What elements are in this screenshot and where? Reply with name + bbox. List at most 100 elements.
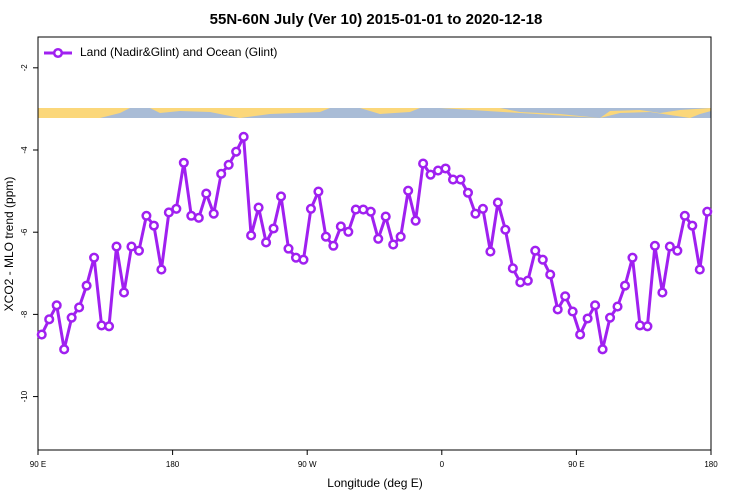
data-point: [335, 221, 346, 232]
data-point: [470, 208, 481, 219]
data-point: [657, 287, 668, 298]
data-point: [238, 131, 249, 142]
data-point: [395, 231, 406, 242]
data-point: [103, 321, 115, 332]
data-point: [545, 269, 556, 280]
x-tick-label: 180: [166, 460, 180, 469]
data-point: [418, 158, 429, 169]
data-point: [283, 243, 294, 254]
data-point: [507, 263, 518, 274]
data-point: [582, 313, 593, 324]
data-point: [560, 291, 571, 302]
data-point: [193, 212, 204, 223]
data-point: [455, 174, 466, 185]
x-axis-label: Longitude (deg E): [327, 476, 422, 490]
data-point: [320, 231, 331, 242]
data-point: [477, 203, 488, 214]
data-point: [485, 246, 496, 257]
data-point: [231, 146, 242, 157]
x-tick-label: 90 E: [568, 460, 584, 469]
data-point: [537, 254, 548, 265]
plot-frame: [37, 36, 712, 451]
data-point: [118, 287, 130, 298]
data-point: [575, 329, 586, 340]
data-point: [522, 275, 533, 286]
data-point: [373, 233, 384, 244]
y-tick-label: -8: [20, 310, 29, 318]
data-point: [702, 206, 713, 217]
data-point: [388, 239, 399, 250]
chart-title: 55N-60N July (Ver 10) 2015-01-01 to 2020…: [210, 11, 543, 28]
data-point: [530, 245, 541, 256]
data-point: [664, 241, 675, 252]
data-point: [66, 312, 77, 323]
data-point: [59, 344, 70, 355]
data-point: [410, 215, 421, 226]
data-point: [268, 223, 279, 234]
data-point: [567, 306, 578, 317]
data-point: [36, 329, 47, 340]
data-point: [672, 245, 683, 256]
x-tick-label: 180: [704, 460, 718, 469]
data-point: [612, 301, 623, 312]
data-point: [590, 300, 601, 311]
y-tick-label: -2: [20, 64, 29, 72]
y-tick-label: -10: [20, 390, 29, 402]
data-point: [627, 252, 638, 263]
map-strip: [38, 108, 711, 118]
data-point: [425, 169, 436, 180]
data-point: [403, 185, 414, 196]
data-point: [275, 191, 287, 202]
data-point: [126, 241, 137, 252]
data-point: [649, 240, 660, 251]
data-point: [44, 314, 55, 325]
y-tick-label: -4: [20, 146, 29, 154]
data-point: [246, 230, 257, 241]
data-point: [619, 280, 631, 291]
data-point: [328, 240, 339, 251]
data-point: [156, 264, 167, 275]
ocean-band: [38, 108, 711, 118]
data-point: [597, 344, 608, 355]
data-point: [141, 210, 152, 221]
data-point: [89, 252, 100, 263]
data-point: [365, 206, 376, 217]
data-point: [261, 237, 272, 248]
x-tick-label: 90 W: [298, 460, 317, 469]
data-point: [216, 168, 227, 179]
x-tick-label: 90 E: [30, 460, 46, 469]
data-point: [148, 220, 159, 231]
legend-marker: [52, 47, 64, 59]
land-shapes: [38, 108, 711, 118]
data-point: [201, 188, 212, 199]
data-point: [81, 280, 92, 291]
data-point: [223, 159, 234, 170]
data-point: [605, 312, 616, 323]
data-point: [178, 157, 189, 168]
data-point: [74, 302, 85, 313]
data-point: [298, 254, 309, 265]
data-point: [694, 264, 705, 275]
x-tick-label: 0: [440, 460, 445, 469]
data-point: [163, 207, 174, 218]
y-tick-label: -6: [20, 228, 29, 236]
data-point: [313, 186, 324, 197]
data-point: [492, 197, 503, 208]
data-point: [679, 210, 690, 221]
data-point: [440, 163, 451, 174]
data-point: [687, 220, 698, 231]
legend-label: Land (Nadir&Glint) and Ocean (Glint): [80, 45, 277, 59]
data-point: [111, 241, 122, 252]
data-point: [253, 202, 264, 213]
data-point: [343, 226, 354, 237]
data-point: [462, 187, 474, 198]
data-point: [552, 304, 563, 315]
data-point: [305, 203, 316, 214]
data-point: [171, 203, 182, 214]
data-point: [500, 224, 511, 235]
data-point: [642, 321, 653, 332]
data-point: [380, 211, 391, 222]
data-point: [208, 208, 219, 219]
